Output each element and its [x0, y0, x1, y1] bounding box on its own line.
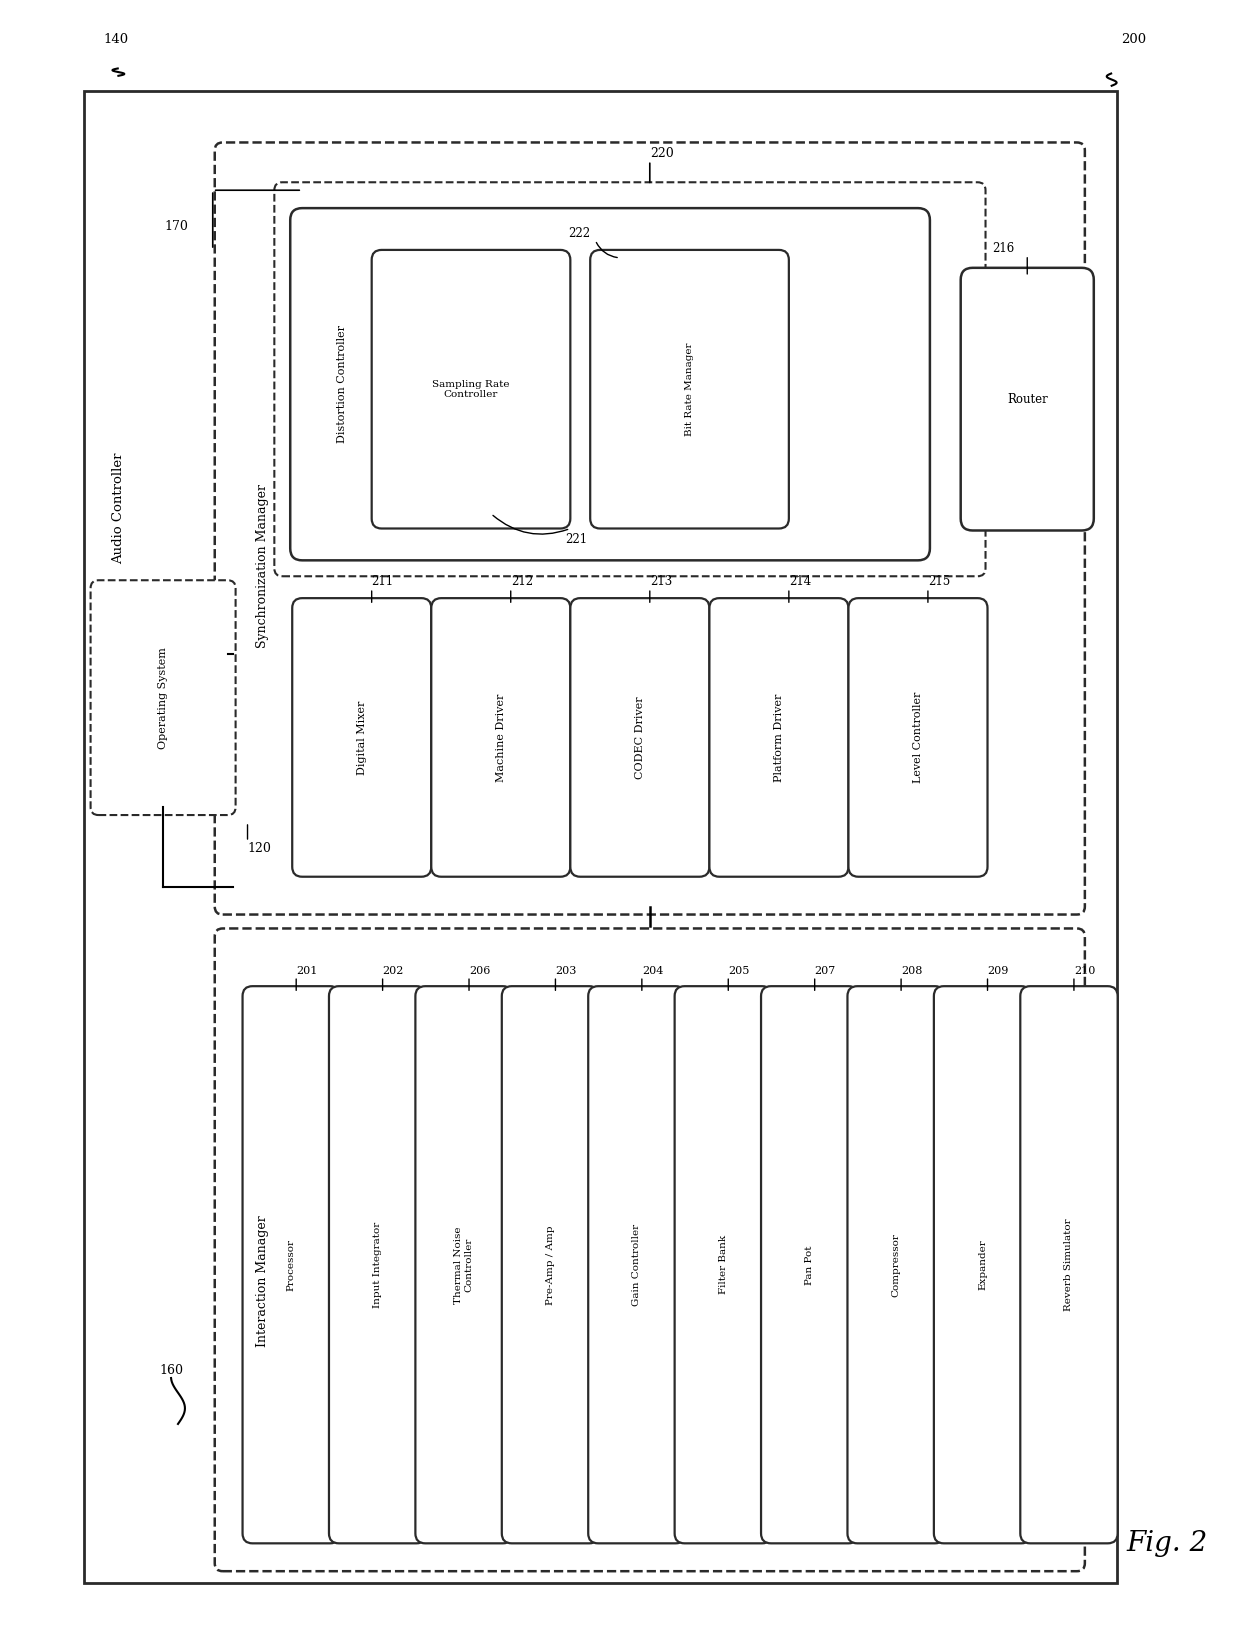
FancyBboxPatch shape: [848, 598, 987, 876]
FancyBboxPatch shape: [274, 183, 986, 576]
Text: 140: 140: [103, 33, 129, 46]
FancyBboxPatch shape: [432, 598, 570, 876]
Text: 216: 216: [992, 242, 1014, 255]
Text: 221: 221: [565, 534, 588, 547]
Text: Machine Driver: Machine Driver: [496, 693, 506, 782]
Text: Router: Router: [1007, 392, 1048, 405]
Bar: [83, 91, 1117, 1583]
FancyBboxPatch shape: [415, 987, 512, 1543]
FancyBboxPatch shape: [243, 987, 340, 1543]
FancyBboxPatch shape: [91, 580, 236, 815]
Text: 212: 212: [511, 575, 533, 588]
FancyBboxPatch shape: [1021, 987, 1117, 1543]
Text: 207: 207: [815, 967, 836, 977]
Text: Distortion Controller: Distortion Controller: [337, 324, 347, 443]
Text: Reverb Simulator: Reverb Simulator: [1064, 1219, 1074, 1311]
Text: Filter Bank: Filter Bank: [719, 1235, 728, 1295]
Text: 215: 215: [928, 575, 950, 588]
Text: Digital Mixer: Digital Mixer: [357, 700, 367, 774]
Text: 201: 201: [296, 967, 317, 977]
FancyBboxPatch shape: [290, 208, 930, 560]
FancyBboxPatch shape: [570, 598, 709, 876]
Text: Sampling Rate
Controller: Sampling Rate Controller: [433, 379, 510, 399]
Text: Audio Controller: Audio Controller: [112, 453, 125, 565]
Text: 204: 204: [642, 967, 663, 977]
Text: CODEC Driver: CODEC Driver: [635, 697, 645, 779]
Text: Fig. 2: Fig. 2: [1127, 1530, 1208, 1556]
FancyBboxPatch shape: [215, 929, 1085, 1571]
Text: 170: 170: [164, 221, 188, 234]
FancyBboxPatch shape: [293, 598, 432, 876]
Text: 220: 220: [650, 147, 673, 160]
FancyBboxPatch shape: [502, 987, 599, 1543]
FancyBboxPatch shape: [675, 987, 773, 1543]
FancyBboxPatch shape: [961, 268, 1094, 530]
Text: Pre-Amp / Amp: Pre-Amp / Amp: [546, 1225, 556, 1304]
Text: Operating System: Operating System: [157, 647, 169, 749]
Text: 211: 211: [372, 575, 394, 588]
FancyBboxPatch shape: [934, 987, 1032, 1543]
Text: 209: 209: [987, 967, 1009, 977]
Text: Expander: Expander: [978, 1240, 987, 1290]
Text: Synchronization Manager: Synchronization Manager: [255, 484, 269, 649]
FancyBboxPatch shape: [215, 142, 1085, 914]
Text: 213: 213: [650, 575, 672, 588]
Text: 222: 222: [568, 227, 590, 240]
Text: Gain Controller: Gain Controller: [632, 1224, 641, 1306]
Text: 205: 205: [728, 967, 750, 977]
Text: 120: 120: [248, 842, 272, 855]
Text: 203: 203: [556, 967, 577, 977]
Text: 206: 206: [469, 967, 490, 977]
Text: Level Controller: Level Controller: [913, 692, 923, 782]
Text: 160: 160: [159, 1364, 184, 1377]
Text: Bit Rate Manager: Bit Rate Manager: [684, 343, 694, 436]
Text: Platform Driver: Platform Driver: [774, 693, 784, 782]
Text: 202: 202: [383, 967, 404, 977]
FancyBboxPatch shape: [588, 987, 686, 1543]
Text: Interaction Manager: Interaction Manager: [255, 1215, 269, 1347]
Text: 208: 208: [901, 967, 923, 977]
FancyBboxPatch shape: [709, 598, 848, 876]
FancyBboxPatch shape: [329, 987, 427, 1543]
Text: 210: 210: [1074, 967, 1095, 977]
FancyBboxPatch shape: [761, 987, 858, 1543]
Text: Input Integrator: Input Integrator: [373, 1222, 382, 1308]
Text: Thermal Noise
Controller: Thermal Noise Controller: [454, 1225, 474, 1303]
Text: 214: 214: [789, 575, 811, 588]
FancyBboxPatch shape: [590, 250, 789, 529]
Text: Compressor: Compressor: [892, 1234, 900, 1296]
FancyBboxPatch shape: [372, 250, 570, 529]
FancyBboxPatch shape: [847, 987, 945, 1543]
Text: Pan Pot: Pan Pot: [805, 1245, 815, 1285]
Text: Processor: Processor: [286, 1239, 295, 1291]
Text: 200: 200: [1122, 33, 1147, 46]
